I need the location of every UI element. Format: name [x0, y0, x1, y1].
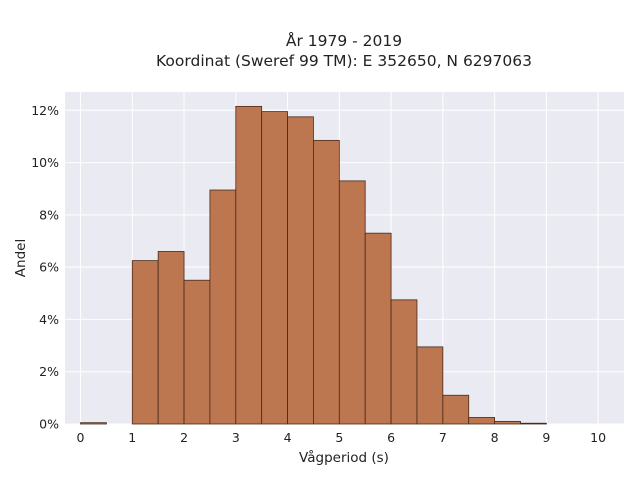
histogram-bar — [468, 417, 496, 425]
x-tick-label: 1 — [128, 430, 136, 445]
histogram-bar — [287, 116, 314, 425]
y-tick-label: 12% — [31, 103, 59, 118]
x-tick-label: 6 — [387, 430, 395, 445]
histogram-bar — [131, 260, 159, 425]
x-tick-label: 8 — [491, 430, 499, 445]
y-tick-label: 8% — [39, 207, 59, 222]
x-tick-label: 5 — [335, 430, 343, 445]
histogram-bar — [261, 111, 288, 425]
x-axis-label: Vågperiod (s) — [299, 449, 389, 466]
histogram-bar — [209, 189, 237, 425]
x-axis-ticks: 0 1 2 3 4 5 6 7 8 9 10 — [77, 430, 607, 445]
histogram-bar — [494, 420, 521, 425]
histogram-bar — [390, 299, 418, 425]
x-tick-label: 9 — [542, 430, 550, 445]
x-tick-label: 4 — [284, 430, 292, 445]
x-tick-label: 7 — [439, 430, 447, 445]
chart-title-line-1: År 1979 - 2019 — [286, 31, 402, 50]
histogram-bar — [442, 394, 470, 425]
histogram-bar — [183, 279, 211, 425]
y-tick-label: 6% — [39, 260, 59, 275]
y-tick-label: 4% — [39, 312, 59, 327]
x-tick-label: 3 — [232, 430, 240, 445]
x-tick-label: 0 — [77, 430, 85, 445]
histogram-bar — [80, 422, 107, 425]
histogram-bar — [235, 105, 263, 425]
histogram-bar — [338, 180, 366, 425]
y-tick-label: 0% — [39, 417, 59, 432]
x-tick-label: 2 — [180, 430, 188, 445]
chart-title-line-2: Koordinat (Sweref 99 TM): E 352650, N 62… — [156, 52, 532, 70]
x-tick-label: 10 — [590, 430, 606, 445]
histogram-bar — [157, 251, 185, 425]
histogram-bar — [364, 232, 392, 425]
histogram-bar — [416, 346, 444, 425]
y-axis-ticks: 0% 2% 4% 6% 8% 10% 12% — [31, 103, 59, 432]
y-tick-label: 2% — [39, 364, 59, 379]
histogram-bar — [520, 422, 547, 425]
y-axis-label: Andel — [13, 239, 29, 277]
bars — [80, 105, 547, 425]
y-tick-label: 10% — [31, 155, 59, 170]
histogram-bar — [313, 139, 340, 425]
